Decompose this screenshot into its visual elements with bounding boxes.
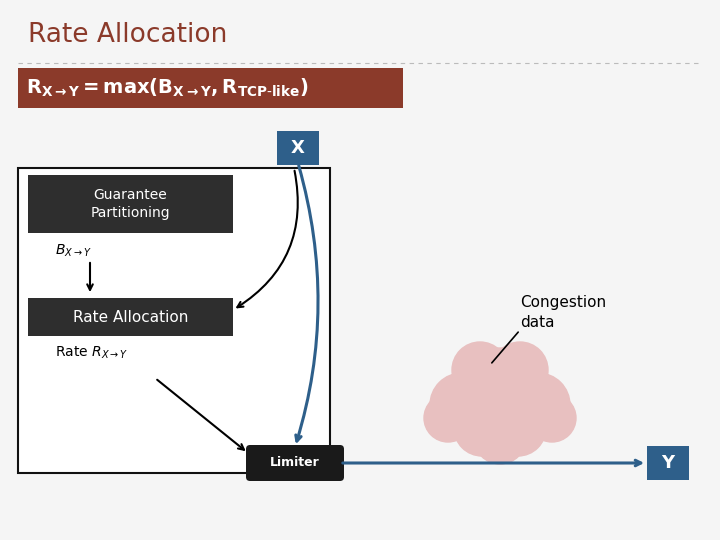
Circle shape [458,348,542,432]
Text: Rate Allocation: Rate Allocation [73,309,188,325]
FancyBboxPatch shape [246,445,344,481]
FancyBboxPatch shape [18,168,330,473]
Text: $B_{X\rightarrow Y}$: $B_{X\rightarrow Y}$ [55,243,91,259]
Text: Rate $R_{X\rightarrow Y}$: Rate $R_{X\rightarrow Y}$ [55,345,128,361]
Circle shape [424,394,472,442]
Circle shape [528,394,576,442]
FancyBboxPatch shape [28,175,233,233]
Circle shape [452,342,508,398]
Text: Guarantee
Partitioning: Guarantee Partitioning [91,188,171,220]
Circle shape [492,342,548,398]
Text: $\mathbf{R_{X\rightarrow Y}}$$\mathbf{ = max(B_{X\rightarrow Y}, R_{TCP\text{-}l: $\mathbf{R_{X\rightarrow Y}}$$\mathbf{ =… [26,77,309,99]
Text: Y: Y [662,454,675,472]
Circle shape [430,373,494,437]
Circle shape [506,373,570,437]
Circle shape [454,400,510,456]
Circle shape [490,400,546,456]
FancyBboxPatch shape [28,298,233,336]
FancyBboxPatch shape [18,68,403,108]
Text: Rate Allocation: Rate Allocation [28,22,228,48]
Text: X: X [291,139,305,157]
Text: Limiter: Limiter [270,456,320,469]
FancyBboxPatch shape [647,446,689,480]
FancyBboxPatch shape [277,131,319,165]
Circle shape [474,412,526,464]
Text: Congestion
data: Congestion data [520,295,606,330]
